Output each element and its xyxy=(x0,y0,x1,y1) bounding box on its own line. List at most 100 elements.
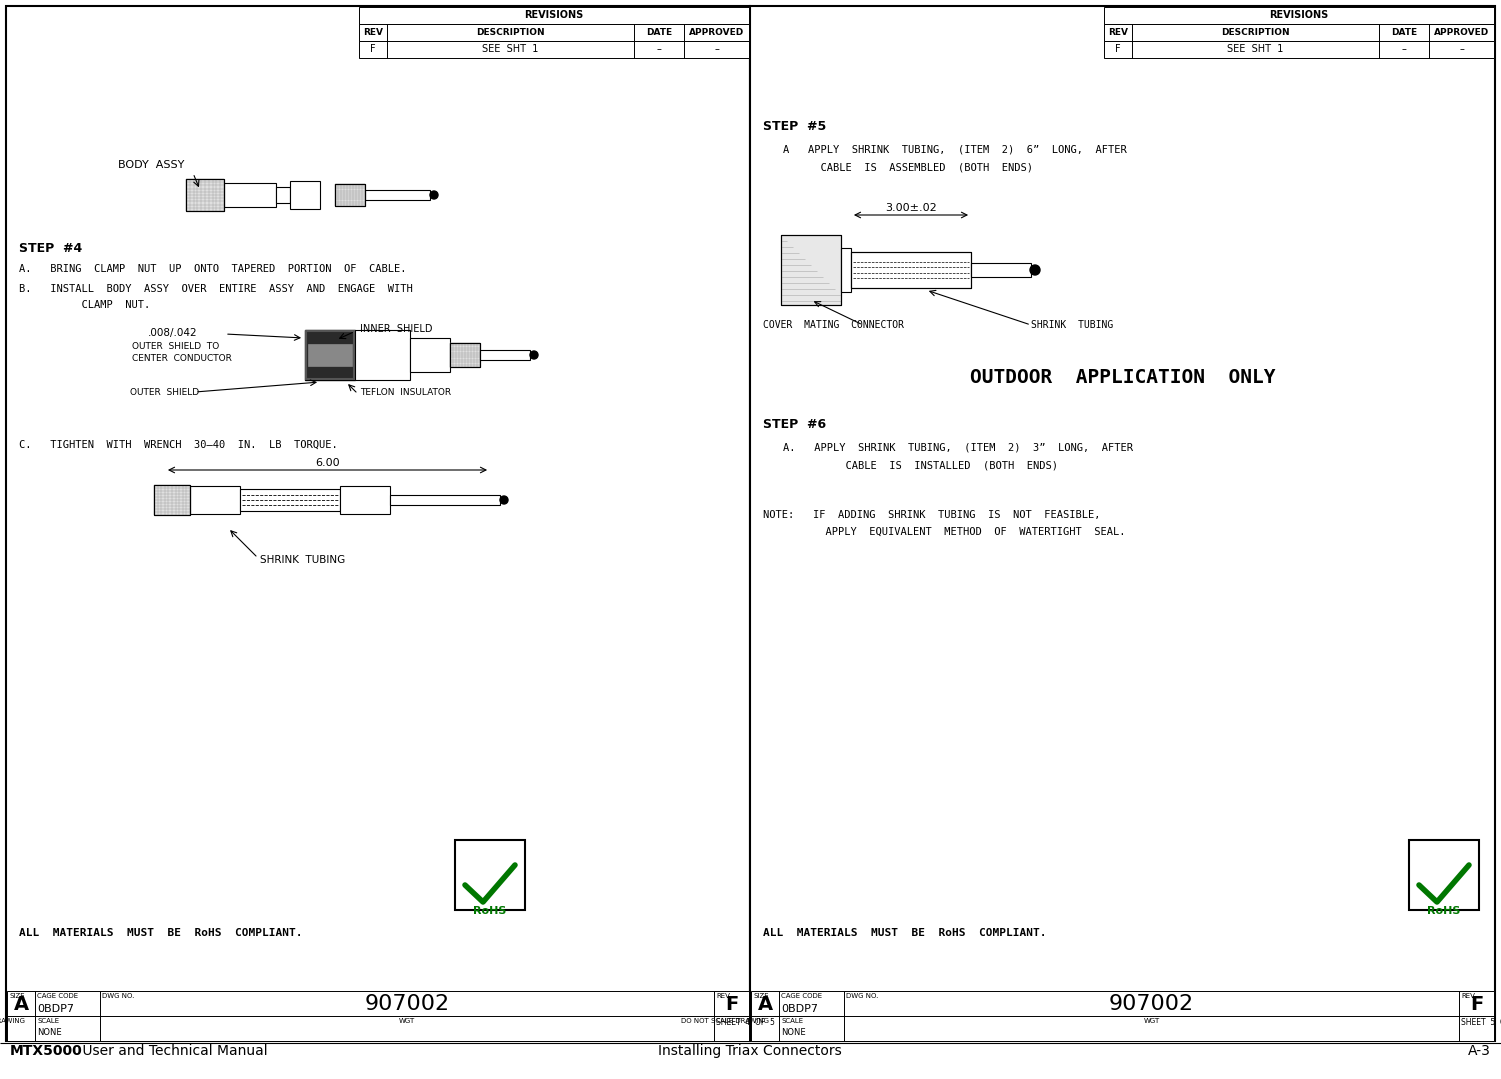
Text: SEE  SHT  1: SEE SHT 1 xyxy=(1228,44,1283,55)
Text: APPROVED: APPROVED xyxy=(1433,28,1489,37)
Text: NONE: NONE xyxy=(781,1028,806,1037)
Bar xyxy=(359,24,749,41)
Text: APPROVED: APPROVED xyxy=(689,28,744,37)
Text: SHEET  4  OF  5: SHEET 4 OF 5 xyxy=(716,1017,775,1027)
Bar xyxy=(450,343,480,367)
Text: ALL  MATERIALS  MUST  BE  RoHS  COMPLIANT.: ALL MATERIALS MUST BE RoHS COMPLIANT. xyxy=(763,928,1046,938)
Text: NOTE:   IF  ADDING  SHRINK  TUBING  IS  NOT  FEASIBLE,: NOTE: IF ADDING SHRINK TUBING IS NOT FEA… xyxy=(763,510,1100,520)
Text: 907002: 907002 xyxy=(1109,994,1195,1014)
Text: SIZE: SIZE xyxy=(9,993,24,999)
Bar xyxy=(305,330,356,380)
Text: B.   INSTALL  BODY  ASSY  OVER  ENTIRE  ASSY  AND  ENGAGE  WITH: B. INSTALL BODY ASSY OVER ENTIRE ASSY AN… xyxy=(20,284,413,293)
Bar xyxy=(1105,24,1493,41)
Text: –: – xyxy=(1459,44,1463,55)
Bar xyxy=(750,991,1493,1041)
Circle shape xyxy=(429,191,438,199)
Text: REVISIONS: REVISIONS xyxy=(524,11,584,21)
Text: DESCRIPTION: DESCRIPTION xyxy=(476,28,545,37)
Text: NONE: NONE xyxy=(38,1028,62,1037)
Bar xyxy=(971,263,1031,277)
Bar xyxy=(186,179,224,211)
Bar xyxy=(750,6,1495,1041)
Text: WGT: WGT xyxy=(1144,1017,1160,1024)
Text: F: F xyxy=(371,44,375,55)
Text: STEP  #6: STEP #6 xyxy=(763,418,826,431)
Text: DATE: DATE xyxy=(1391,28,1417,37)
Bar xyxy=(480,350,530,360)
Bar xyxy=(335,185,365,206)
Text: OUTDOOR  APPLICATION  ONLY: OUTDOOR APPLICATION ONLY xyxy=(970,368,1276,387)
Text: CLAMP  NUT.: CLAMP NUT. xyxy=(20,300,150,310)
Bar xyxy=(155,484,191,515)
Bar xyxy=(781,235,841,305)
Text: 907002: 907002 xyxy=(365,994,450,1014)
Text: SHEET  5  OF  5: SHEET 5 OF 5 xyxy=(1460,1017,1501,1027)
Text: User and Technical Manual: User and Technical Manual xyxy=(78,1044,267,1058)
Bar xyxy=(290,181,320,209)
Text: 3.00±.02: 3.00±.02 xyxy=(886,203,937,213)
Text: SIZE: SIZE xyxy=(754,993,769,999)
Circle shape xyxy=(500,496,507,504)
Text: RoHS: RoHS xyxy=(473,906,507,916)
Bar xyxy=(240,489,341,511)
Bar xyxy=(6,6,750,1041)
Text: CAGE CODE: CAGE CODE xyxy=(38,993,78,999)
Text: CABLE  IS  INSTALLED  (BOTH  ENDS): CABLE IS INSTALLED (BOTH ENDS) xyxy=(784,460,1058,470)
Bar xyxy=(851,252,971,288)
Circle shape xyxy=(1030,265,1040,275)
Text: REV.: REV. xyxy=(1460,993,1477,999)
Bar xyxy=(341,486,390,514)
Text: REV: REV xyxy=(1108,28,1127,37)
Bar xyxy=(306,331,354,379)
Text: DO NOT SCALE DRAWING: DO NOT SCALE DRAWING xyxy=(681,1017,769,1024)
Text: 0BDP7: 0BDP7 xyxy=(781,1003,818,1014)
Text: Installing Triax Connectors: Installing Triax Connectors xyxy=(657,1044,842,1058)
Text: DWG NO.: DWG NO. xyxy=(102,993,135,999)
Text: 6.00: 6.00 xyxy=(315,457,339,468)
Text: APPLY  EQUIVALENT  METHOD  OF  WATERTIGHT  SEAL.: APPLY EQUIVALENT METHOD OF WATERTIGHT SE… xyxy=(763,527,1126,537)
Bar xyxy=(450,343,480,367)
Text: DO NOT SCALE DRAWING: DO NOT SCALE DRAWING xyxy=(0,1017,26,1024)
Text: SEE  SHT  1: SEE SHT 1 xyxy=(482,44,539,55)
Text: A.   APPLY  SHRINK  TUBING,  (ITEM  2)  3”  LONG,  AFTER: A. APPLY SHRINK TUBING, (ITEM 2) 3” LONG… xyxy=(784,443,1133,453)
Bar xyxy=(191,486,240,514)
Bar xyxy=(410,338,450,372)
Text: MTX5000: MTX5000 xyxy=(11,1044,83,1058)
Bar xyxy=(335,185,365,206)
Text: F: F xyxy=(1469,995,1483,1014)
Text: REVISIONS: REVISIONS xyxy=(1270,11,1328,21)
Bar xyxy=(359,41,749,58)
Text: BODY  ASSY: BODY ASSY xyxy=(119,160,185,170)
Bar xyxy=(8,991,749,1041)
Bar xyxy=(455,839,525,910)
Text: REV.: REV. xyxy=(716,993,731,999)
Bar xyxy=(1409,839,1478,910)
Text: OUTER  SHIELD  TO: OUTER SHIELD TO xyxy=(132,342,219,351)
Bar xyxy=(851,252,971,288)
Text: DESCRIPTION: DESCRIPTION xyxy=(1222,28,1289,37)
Bar xyxy=(1105,6,1493,24)
Bar xyxy=(276,187,290,203)
Text: –: – xyxy=(656,44,662,55)
Bar xyxy=(155,484,191,515)
Text: SCALE: SCALE xyxy=(781,1017,803,1024)
Bar xyxy=(365,190,429,200)
Text: DWG NO.: DWG NO. xyxy=(847,993,878,999)
Text: A-3: A-3 xyxy=(1468,1044,1490,1058)
Text: COVER  MATING  CONNECTOR: COVER MATING CONNECTOR xyxy=(763,320,904,330)
Bar xyxy=(186,179,224,211)
Text: STEP  #5: STEP #5 xyxy=(763,120,826,133)
Bar xyxy=(224,183,276,207)
Text: TEFLON  INSULATOR: TEFLON INSULATOR xyxy=(360,388,452,397)
Text: C.   TIGHTEN  WITH  WRENCH  30–40  IN.  LB  TORQUE.: C. TIGHTEN WITH WRENCH 30–40 IN. LB TORQ… xyxy=(20,440,338,450)
Text: REV: REV xyxy=(363,28,383,37)
Bar xyxy=(390,495,500,505)
Text: –: – xyxy=(1402,44,1406,55)
Circle shape xyxy=(530,351,537,359)
Bar xyxy=(356,330,410,380)
Bar xyxy=(841,248,851,292)
Text: OUTER  SHIELD: OUTER SHIELD xyxy=(131,388,200,397)
Text: CENTER  CONDUCTOR: CENTER CONDUCTOR xyxy=(132,354,231,363)
Text: A: A xyxy=(14,995,29,1014)
Text: CAGE CODE: CAGE CODE xyxy=(781,993,823,999)
